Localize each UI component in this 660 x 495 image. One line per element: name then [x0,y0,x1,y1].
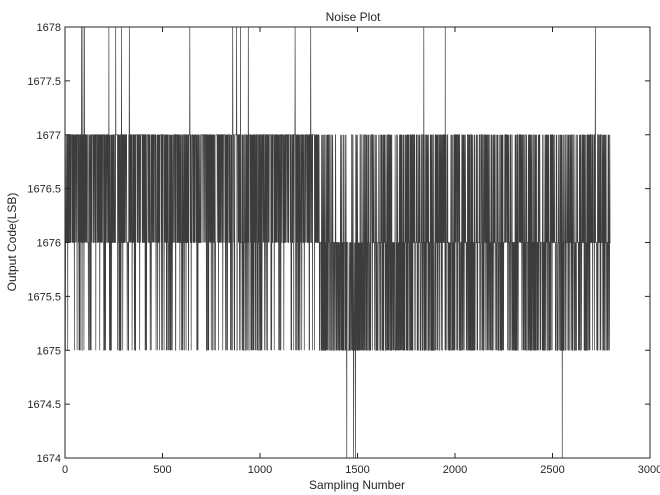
x-tick-label: 2000 [443,464,467,476]
x-tick-label: 500 [153,464,171,476]
x-tick-label: 2500 [540,464,564,476]
y-tick-label: 1678 [37,22,61,34]
x-axis-label: Sampling Number [309,478,405,492]
y-tick-label: 1676.5 [27,184,61,196]
series-line [64,26,611,459]
x-tick-label: 3000 [638,464,660,476]
x-tick-label: 0 [62,464,68,476]
plot-area: 0 500 1000 1500 2000 2500 3000 16741674.516751… [27,22,660,476]
y-tick-label: 1675 [37,345,61,357]
y-axis-ticks: 1674 1674.5 1675 1675.5 1676 1676.5 1677 1677.5… [27,22,650,465]
x-axis-ticks: 0 500 1000 1500 2000 2500 3000 [62,27,660,476]
y-axis-label: Output Code(LSB) [5,193,19,292]
y-tick-label: 1677 [37,130,61,142]
y-tick-label: 1674.5 [27,399,61,411]
y-tick-label: 1677.5 [27,76,61,88]
y-tick-label: 1676 [37,238,61,250]
x-tick-label: 1500 [345,464,369,476]
y-tick-label: 1674 [37,453,61,465]
x-tick-label: 1000 [248,464,272,476]
series-group [64,26,611,459]
chart-title: Noise Plot [326,10,381,24]
y-tick-label: 1675.5 [27,291,61,303]
